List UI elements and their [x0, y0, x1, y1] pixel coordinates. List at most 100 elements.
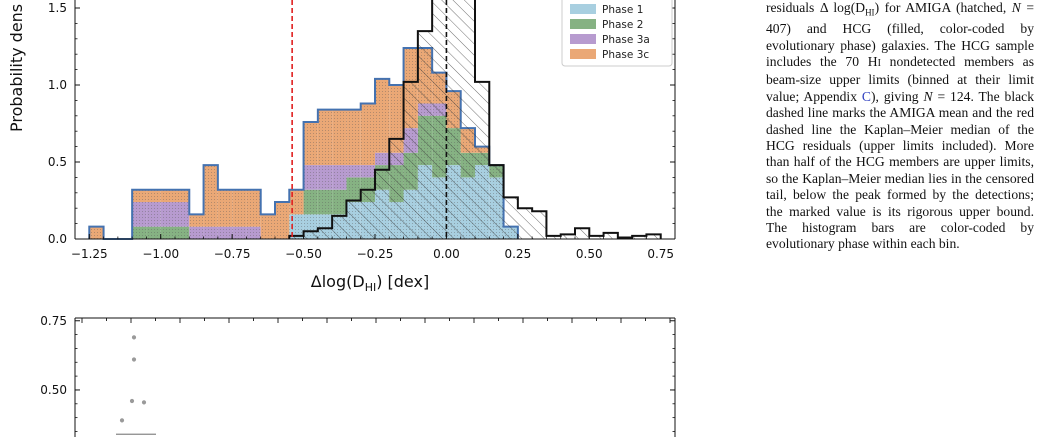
- bar-texture: [132, 189, 147, 203]
- bar-texture: [146, 226, 161, 239]
- scatter-point: [141, 400, 147, 405]
- x-tick-label: −0.25: [357, 247, 394, 261]
- caption-part-5: = 124. The black dashed line marks the A…: [766, 88, 1034, 252]
- legend-entry-phase-3c: Phase 3c: [570, 49, 649, 61]
- amiga-histogram-outline: [288, 0, 662, 239]
- caption-part-2: ) for AMIGA (hatched,: [874, 0, 1012, 15]
- bar-texture: [160, 226, 175, 239]
- bar-texture: [175, 226, 190, 239]
- scatter-point: [131, 335, 137, 340]
- legend-entry-phase-3a: Phase 3a: [570, 34, 650, 46]
- x-tick-label: 0.75: [647, 247, 674, 261]
- legend-label-phase-2: Phase 2: [602, 19, 643, 31]
- bar-texture: [332, 189, 347, 215]
- legend-label-phase-1: Phase 1: [602, 4, 643, 16]
- scatter-point: [131, 357, 137, 362]
- caption-part-2b: = 407) and HCG (filled, color-coded by e…: [766, 0, 1035, 69]
- bar-texture: [246, 189, 261, 227]
- bar-texture: [332, 165, 347, 190]
- bar-texture: [203, 165, 218, 227]
- caption-n-1: N: [1011, 0, 1021, 15]
- scatter-points-group: [119, 335, 147, 423]
- bar-texture: [175, 202, 190, 227]
- x-tick-label: −1.00: [142, 247, 179, 261]
- caption-sub-hi: HI: [865, 7, 875, 18]
- legend-entry-phase-2: Phase 2: [570, 19, 643, 31]
- y-axis-label: Probability dens: [7, 4, 26, 132]
- bar-texture: [189, 226, 204, 239]
- bar-texture: [360, 103, 375, 166]
- scatter-axes: 0.50 0.75: [40, 314, 676, 437]
- legend-label-phase-3c: Phase 3c: [602, 49, 649, 61]
- y-tick-label: 0.0: [48, 232, 67, 246]
- bar-texture: [160, 202, 175, 227]
- histogram-panel: −1.25 −1.00 −0.75 −0.50 −0.25 0.00 0.25 0.50 0.7…: [7, 0, 676, 294]
- bar-texture: [360, 165, 375, 178]
- y-tick-label: 1.5: [48, 1, 67, 15]
- bar-texture: [303, 189, 318, 215]
- scatter-y-tick-label: 0.75: [40, 314, 67, 328]
- bar-texture: [132, 202, 147, 227]
- bar-texture: [132, 226, 147, 239]
- bar-texture: [203, 226, 218, 239]
- bar-texture: [160, 189, 175, 203]
- legend-swatch-phase-1: [570, 4, 596, 14]
- bar-texture: [375, 152, 390, 166]
- bar-texture: [346, 109, 361, 166]
- amiga-hatched-fill: [289, 0, 661, 239]
- bar-texture: [303, 121, 318, 166]
- x-tick-label: −1.25: [71, 247, 108, 261]
- appendix-link[interactable]: C: [861, 88, 871, 104]
- x-axis-label-sub: HI: [365, 281, 377, 294]
- bar-texture: [232, 189, 247, 227]
- y-tick-label: 1.0: [48, 78, 67, 92]
- bar-texture: [232, 226, 247, 239]
- bar-texture: [317, 109, 333, 166]
- legend: Phase 1 Phase 2 Phase 3a Phase 3c: [561, 0, 673, 67]
- bar-texture: [317, 165, 333, 190]
- caption-n-2: N: [923, 88, 933, 104]
- x-axis-label-tail: ) [dex]: [376, 272, 429, 291]
- bar-texture: [175, 189, 190, 203]
- legend-swatch-phase-3c: [570, 49, 596, 59]
- bar-texture: [303, 165, 318, 190]
- scatter-panel: 0.50 0.75: [40, 314, 676, 437]
- histogram-axes: −1.25 −1.00 −0.75 −0.50 −0.25 0.00 0.25 0.50 0.7…: [48, 0, 676, 261]
- legend-swatch-phase-2: [570, 19, 596, 29]
- caption-small-caps: I: [877, 57, 881, 69]
- x-axis-label-main: Δlog(D: [311, 272, 365, 291]
- legend-label-phase-3a: Phase 3a: [602, 34, 650, 46]
- bar-texture: [217, 226, 233, 239]
- caption-text: residuals Δ log(DHI) for AMIGA (hatched,…: [766, 0, 1034, 253]
- scatter-y-tick-label: 0.50: [40, 383, 67, 397]
- figure-caption: residuals Δ log(DHI) for AMIGA (hatched,…: [766, 0, 1034, 253]
- x-axis-label: Δlog(DHI) [dex]: [311, 272, 429, 294]
- bar-texture: [346, 165, 361, 178]
- bar-texture: [275, 202, 290, 239]
- bar-texture: [260, 214, 275, 239]
- bar-texture: [217, 189, 233, 227]
- legend-entry-phase-1: Phase 1: [570, 4, 643, 16]
- bar-texture: [146, 202, 161, 227]
- bar-texture: [189, 214, 204, 227]
- scatter-point: [129, 398, 135, 404]
- y-tick-label: 0.5: [48, 155, 67, 169]
- bar-texture: [389, 85, 404, 153]
- bar-texture: [246, 226, 261, 239]
- figure-canvas: −1.25 −1.00 −0.75 −0.50 −0.25 0.00 0.25 0.50 0.7…: [7, 0, 676, 437]
- x-tick-label: 0.50: [576, 247, 603, 261]
- x-tick-label: −0.75: [214, 247, 251, 261]
- bar-texture: [332, 109, 347, 166]
- bar-texture: [375, 78, 390, 153]
- caption-part-1: residuals Δ log(D: [766, 0, 866, 15]
- bar-texture: [89, 226, 104, 239]
- caption-part-3: nondetected members as beam-size upper l…: [766, 53, 1034, 104]
- legend-swatch-phase-3a: [570, 34, 596, 44]
- bar-texture: [317, 189, 333, 215]
- x-tick-label: 0.25: [504, 247, 531, 261]
- bar-texture: [346, 177, 361, 203]
- caption-part-4: ), giving: [870, 88, 924, 104]
- x-tick-label: −0.50: [285, 247, 322, 261]
- bar-texture: [146, 189, 161, 203]
- scatter-point: [119, 418, 125, 423]
